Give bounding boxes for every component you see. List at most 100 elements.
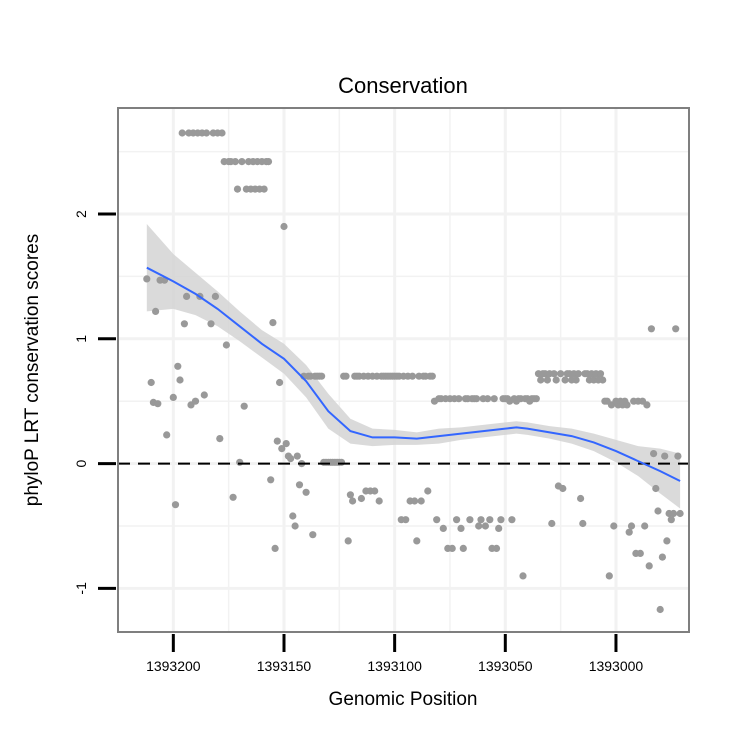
data-point	[152, 307, 160, 315]
data-point	[543, 376, 552, 384]
x-axis-label: Genomic Position	[329, 689, 478, 710]
data-point	[561, 376, 569, 384]
data-point	[661, 452, 669, 460]
data-point	[455, 395, 463, 403]
data-point	[663, 537, 671, 545]
data-point	[497, 516, 505, 524]
data-point	[218, 129, 226, 137]
data-point	[183, 292, 191, 300]
data-point	[371, 487, 379, 495]
data-point	[548, 519, 556, 528]
data-point	[672, 325, 680, 333]
data-point	[605, 572, 613, 580]
data-point	[280, 222, 288, 231]
data-point	[375, 497, 383, 505]
data-point	[623, 401, 631, 409]
grid	[118, 108, 689, 632]
data-point	[486, 516, 494, 524]
data-point	[295, 481, 304, 489]
data-point	[579, 519, 587, 528]
data-point	[656, 605, 664, 614]
data-point	[636, 549, 644, 558]
data-point	[574, 370, 582, 378]
data-point	[408, 372, 416, 380]
data-point	[650, 450, 658, 458]
data-point	[495, 524, 503, 533]
data-point	[599, 376, 607, 384]
data-point	[231, 158, 239, 166]
data-point	[466, 516, 474, 524]
data-point	[654, 507, 662, 515]
data-point	[207, 320, 215, 328]
data-point	[278, 445, 286, 453]
data-point	[572, 376, 580, 384]
data-point	[550, 370, 558, 378]
y-tick-label: -1	[73, 582, 89, 595]
data-point	[349, 497, 357, 505]
data-point	[424, 487, 432, 495]
data-point	[180, 320, 188, 328]
data-point	[459, 544, 467, 553]
y-axis-label: phyloP LRT conservation scores	[22, 234, 43, 507]
data-point	[577, 494, 585, 503]
data-point	[240, 402, 248, 410]
data-point	[342, 372, 350, 380]
data-point	[417, 497, 425, 505]
data-point	[475, 522, 483, 530]
data-point	[559, 484, 567, 493]
data-point	[211, 292, 219, 300]
x-tick-label: 1393150	[257, 658, 312, 674]
data-point	[472, 395, 481, 403]
data-point	[176, 376, 184, 384]
data-point	[658, 553, 667, 561]
data-point	[433, 516, 441, 524]
x-axis: 1393200 1393150 1393100 1393050 1393000	[146, 634, 643, 674]
data-point	[481, 522, 489, 530]
y-axis: -1 0 1 2	[73, 210, 116, 595]
data-point	[171, 501, 180, 509]
data-point	[191, 397, 200, 405]
data-point	[267, 476, 275, 484]
confidence-band	[146, 224, 681, 509]
data-point	[519, 572, 527, 580]
data-point	[289, 512, 297, 520]
data-point	[216, 435, 224, 443]
data-point	[233, 185, 242, 193]
data-point	[557, 370, 565, 378]
data-point	[645, 562, 653, 570]
data-point	[490, 395, 498, 403]
data-point	[271, 544, 279, 553]
data-point	[260, 185, 268, 193]
data-point	[291, 522, 299, 530]
data-point	[163, 431, 171, 439]
data-point	[273, 437, 281, 445]
data-point	[439, 524, 447, 533]
y-tick-label: 1	[73, 335, 89, 343]
chart-title: Conservation	[338, 73, 468, 98]
data-point	[236, 458, 244, 466]
data-point	[652, 484, 660, 493]
data-point	[309, 531, 317, 539]
data-point	[269, 319, 277, 327]
data-point	[147, 378, 155, 387]
data-point	[492, 544, 501, 553]
data-point	[178, 129, 186, 137]
data-point	[448, 544, 456, 553]
data-point	[610, 522, 618, 530]
data-point	[402, 516, 410, 524]
x-tick-label: 1393100	[367, 658, 422, 674]
data-point	[537, 376, 545, 384]
data-point	[669, 509, 678, 518]
x-tick-label: 1393000	[589, 658, 644, 674]
data-point	[154, 400, 162, 408]
data-point	[674, 452, 682, 460]
x-tick-label: 1393050	[478, 658, 533, 674]
data-point	[508, 516, 516, 524]
data-point	[625, 528, 633, 536]
data-point	[337, 458, 346, 466]
data-point	[676, 509, 684, 518]
data-point	[282, 440, 290, 448]
data-points	[143, 129, 684, 614]
data-point	[627, 522, 636, 530]
data-point	[484, 395, 492, 403]
